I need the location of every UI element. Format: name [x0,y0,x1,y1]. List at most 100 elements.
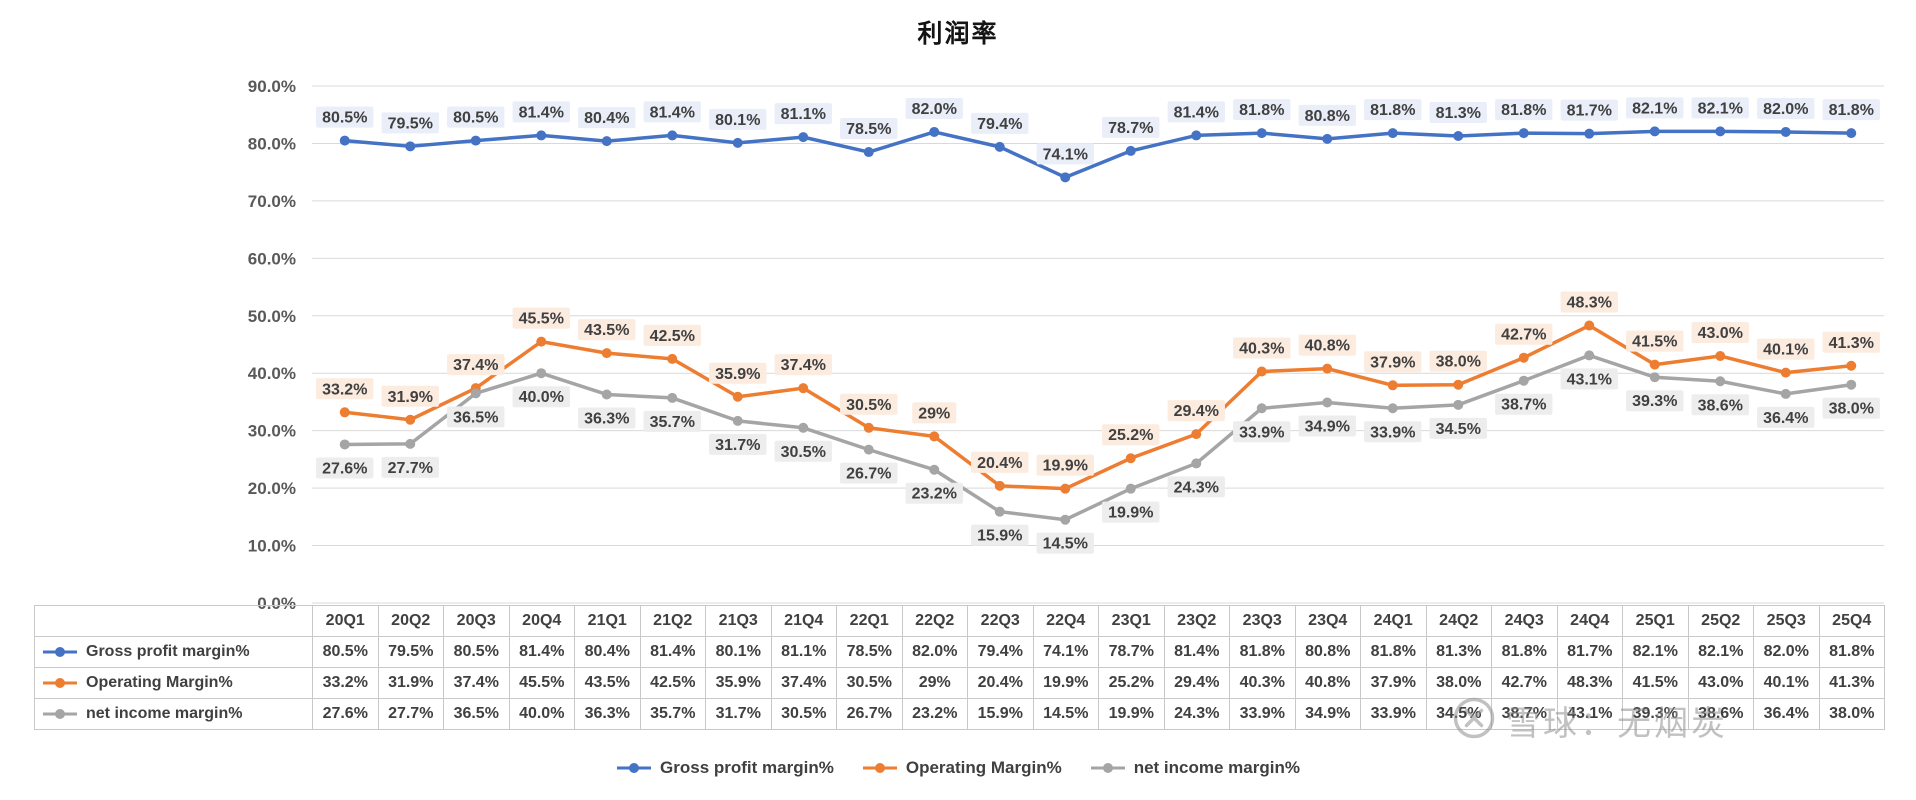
data-label-background [1036,143,1094,165]
data-point-marker [929,431,940,442]
data-label: 45.5% [519,311,564,328]
data-point-marker [798,383,809,394]
legend-item-net-income-margin: net income margin% [1090,758,1300,778]
value-cell: 33.9% [1360,698,1427,730]
data-label-background [1167,400,1225,422]
data-point-marker [994,480,1005,491]
quarter-header-23q3: 23Q3 [1229,605,1296,637]
data-point-marker [339,135,350,146]
quarter-header-23q1: 23Q1 [1098,605,1165,637]
data-point-marker [1584,320,1595,331]
quarter-header-20q3: 20Q3 [443,605,510,637]
data-label: 38.7% [1501,397,1546,414]
data-point-marker [929,126,940,137]
value-cell: 30.5% [836,667,903,699]
data-point-marker [536,130,547,141]
data-label-background [1167,476,1225,498]
data-point-marker [1453,130,1464,141]
data-label: 42.5% [650,328,695,345]
data-point-marker [1322,133,1333,144]
data-label: 43.5% [584,322,629,339]
data-label: 36.5% [453,409,498,426]
data-label-background [1560,291,1618,313]
data-label: 29.4% [1174,403,1219,420]
data-point-marker [1125,145,1136,156]
data-label: 25.2% [1108,427,1153,444]
data-label: 80.8% [1305,108,1350,125]
data-label-background [1429,101,1487,123]
data-label: 30.5% [846,397,891,414]
data-label-background [774,440,832,462]
value-cell: 40.8% [1294,667,1361,699]
data-label: 42.7% [1501,327,1546,344]
value-cell: 36.4% [1753,698,1820,730]
y-axis-tick-label: 90.0% [248,77,296,96]
data-point-marker [339,439,350,450]
data-label: 38.0% [1829,401,1874,418]
value-cell: 35.7% [639,698,706,730]
data-label-background [1298,334,1356,356]
data-label: 33.9% [1239,424,1284,441]
data-point-marker [667,353,678,364]
data-label-background [643,101,701,123]
data-label-background [1364,99,1422,121]
data-point-marker [667,392,678,403]
data-point-marker [405,141,416,152]
data-label-background [1102,116,1160,138]
data-label-background [1757,406,1815,428]
value-cell: 78.7% [1098,636,1165,668]
value-cell: 36.5% [443,698,510,730]
data-point-marker [601,348,612,359]
value-cell: 81.7% [1556,636,1623,668]
data-point-marker [1846,360,1857,371]
data-point-marker [536,368,547,379]
data-label-background [1036,532,1094,554]
data-label-background [1560,368,1618,390]
data-label: 80.5% [453,110,498,127]
value-cell: 33.9% [1229,698,1296,730]
data-label: 78.7% [1108,120,1153,137]
data-point-marker [1846,128,1857,139]
value-cell: 34.9% [1294,698,1361,730]
value-cell: 38.7% [1491,698,1558,730]
data-label: 48.3% [1567,295,1612,312]
data-label-background [1233,421,1291,443]
data-label-background [1298,104,1356,126]
quarter-header-25q2: 25Q2 [1687,605,1754,637]
data-label: 81.8% [1239,102,1284,119]
data-point-marker [1191,458,1202,469]
value-cell: 81.8% [1818,636,1885,668]
data-label: 34.5% [1436,421,1481,438]
data-point-marker [1584,128,1595,139]
data-label-background [316,378,374,400]
table-row-net-income-margin: net income margin% 27.6% 27.7% 36.5% 40.0% 36… [34,698,1885,730]
data-point-marker [1125,453,1136,464]
table-row-gross-profit-margin: Gross profit margin% 80.5% 79.5% 80.5% 81.4%… [34,636,1885,668]
series-line-net-income-margin [343,353,1853,522]
data-point-marker [667,130,678,141]
data-label-background [381,456,439,478]
data-label-background [1167,101,1225,123]
series-name-cell: Gross profit margin% [34,636,313,668]
data-label-background [1364,351,1422,373]
data-point-marker [1780,367,1791,378]
data-label-background [578,319,636,341]
data-point-marker [1256,403,1267,414]
data-label-background [905,97,963,119]
data-label-background [1495,99,1553,121]
data-label-background [709,108,767,130]
data-label: 43.0% [1698,325,1743,342]
value-cell: 26.7% [836,698,903,730]
data-label-background [1102,424,1160,446]
data-point-marker [863,422,874,433]
legend-key-icon [1090,763,1125,773]
value-cell: 81.8% [1360,636,1427,668]
data-label: 40.0% [519,389,564,406]
legend-item-label: Gross profit margin% [660,758,834,777]
data-point-marker [994,506,1005,517]
data-label-background [1691,321,1749,343]
data-label: 80.1% [715,112,760,129]
value-cell: 38.0% [1818,698,1885,730]
data-point-marker [732,137,743,148]
